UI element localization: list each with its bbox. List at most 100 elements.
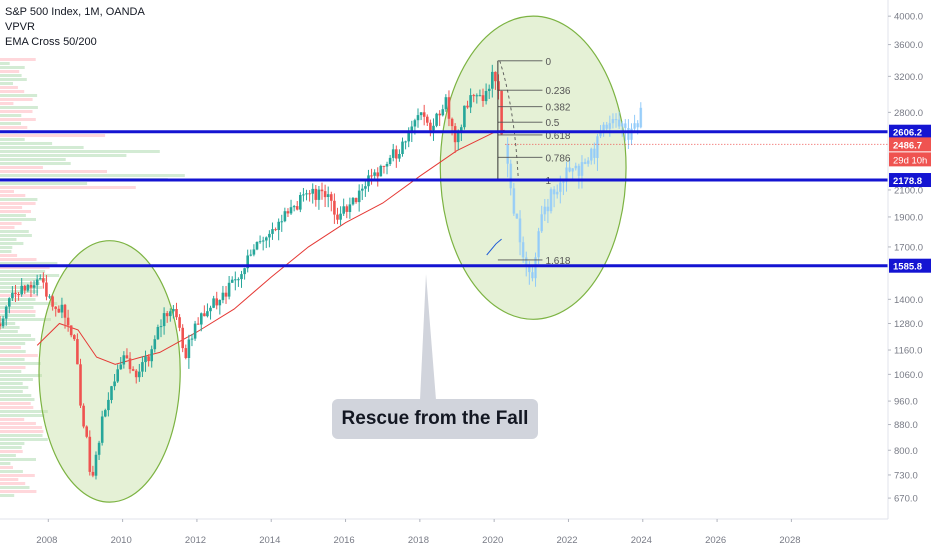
volume-profile-bar [0,262,58,265]
volume-profile-bar [0,354,38,357]
candle-body [54,306,57,309]
volume-profile-bar [0,226,15,229]
volume-profile-bar [0,306,34,309]
volume-profile-bar [0,474,35,477]
volume-profile-bar [0,334,31,337]
candle-body [249,254,253,256]
candle-body [364,186,367,189]
volume-profile-bar [0,274,60,277]
candle-body [91,471,95,476]
candle-body [333,200,336,215]
callout-pointer-shape [420,274,436,400]
volume-profile-bar [0,206,23,209]
candle-body [190,338,194,340]
candle-body [404,141,407,143]
candle-body [271,229,274,234]
volume-profile-bar [0,494,15,497]
symbol-title[interactable]: S&P 500 Index, 1M, OANDA [5,6,145,18]
projection-bar [574,165,578,169]
candle-body [426,116,429,123]
candle-body [268,233,271,238]
candle-body [274,229,277,231]
candle-body [255,242,259,250]
volume-profile-bar [0,450,23,453]
volume-profile-bar [0,246,13,249]
projection-bar [593,148,596,158]
candle-body [29,285,33,288]
candle-body [478,95,482,97]
candle-body [342,206,345,214]
current-price-tag-text: 2486.7 [893,140,922,151]
candle-body [456,131,460,143]
chart-legend: S&P 500 Index, 1M, OANDA VPVR EMA Cross … [5,5,145,50]
volume-profile-bar [0,298,36,301]
volume-profile-bar [0,82,13,85]
current-price-tag [889,137,931,152]
volume-profile-bar [0,310,36,313]
volume-profile-bar [0,390,23,393]
candle-body [35,279,39,286]
candle-body [305,193,308,195]
projection-bar [549,189,553,212]
volume-profile-bar [0,270,46,273]
time-tick-label: 2024 [631,535,652,546]
candle-body [286,211,290,214]
volume-profile-bar [0,258,37,261]
candle-body [323,191,327,198]
candle-body [379,165,383,177]
volume-profile-bar [0,478,19,481]
projection-bar [620,123,624,127]
volume-profile-bar [0,90,25,93]
candle-body [314,188,318,200]
candle-body [497,81,500,91]
candle-body [193,323,197,339]
volume-profile-bar [0,94,38,97]
horizontal-levels[interactable] [0,130,888,268]
indicator-ema-cross[interactable]: EMA Cross 50/200 [5,36,97,48]
volume-profile-bar [0,454,16,457]
candle-body [308,193,311,195]
candle-body [295,206,299,210]
volume-profile-bar [0,346,21,349]
candle-body [302,194,305,196]
ema-50-200-line [36,129,505,365]
candle-body [354,197,358,203]
volume-profile-bar [0,430,44,433]
candle-body [79,364,82,406]
candle-body [280,221,284,223]
candle-body [150,349,153,362]
countdown-tag [889,152,931,167]
volume-profile-bar [0,230,29,233]
volume-profile-bar [0,222,22,225]
candle-body [407,132,410,142]
fib-level-label: 0.382 [545,103,570,114]
candle-body [289,207,293,214]
candle-body [484,91,488,102]
projection-bar [524,257,528,267]
price-tick-label: 670.0 [894,494,918,505]
candle-body [382,165,386,167]
level-price-tag-text: 2178.8 [893,176,922,187]
volume-profile-bar [0,142,53,145]
projection-bar [599,132,602,137]
candle-body [460,127,463,131]
volume-profile-bar [0,86,18,89]
candle-body [134,370,138,378]
projection-bar [605,124,608,129]
indicator-vpvr[interactable]: VPVR [5,21,35,33]
candle-body [466,105,469,108]
price-tick-label: 800.0 [894,446,918,457]
candle-body [82,405,85,427]
fib-trend-curve [499,60,519,180]
candle-body [292,206,296,208]
candle-body [441,109,445,116]
volume-profile-bar [0,458,36,461]
projection-bar [608,123,612,129]
projection-bar [565,167,568,182]
candle-body [128,358,132,370]
candle-body [144,356,147,363]
